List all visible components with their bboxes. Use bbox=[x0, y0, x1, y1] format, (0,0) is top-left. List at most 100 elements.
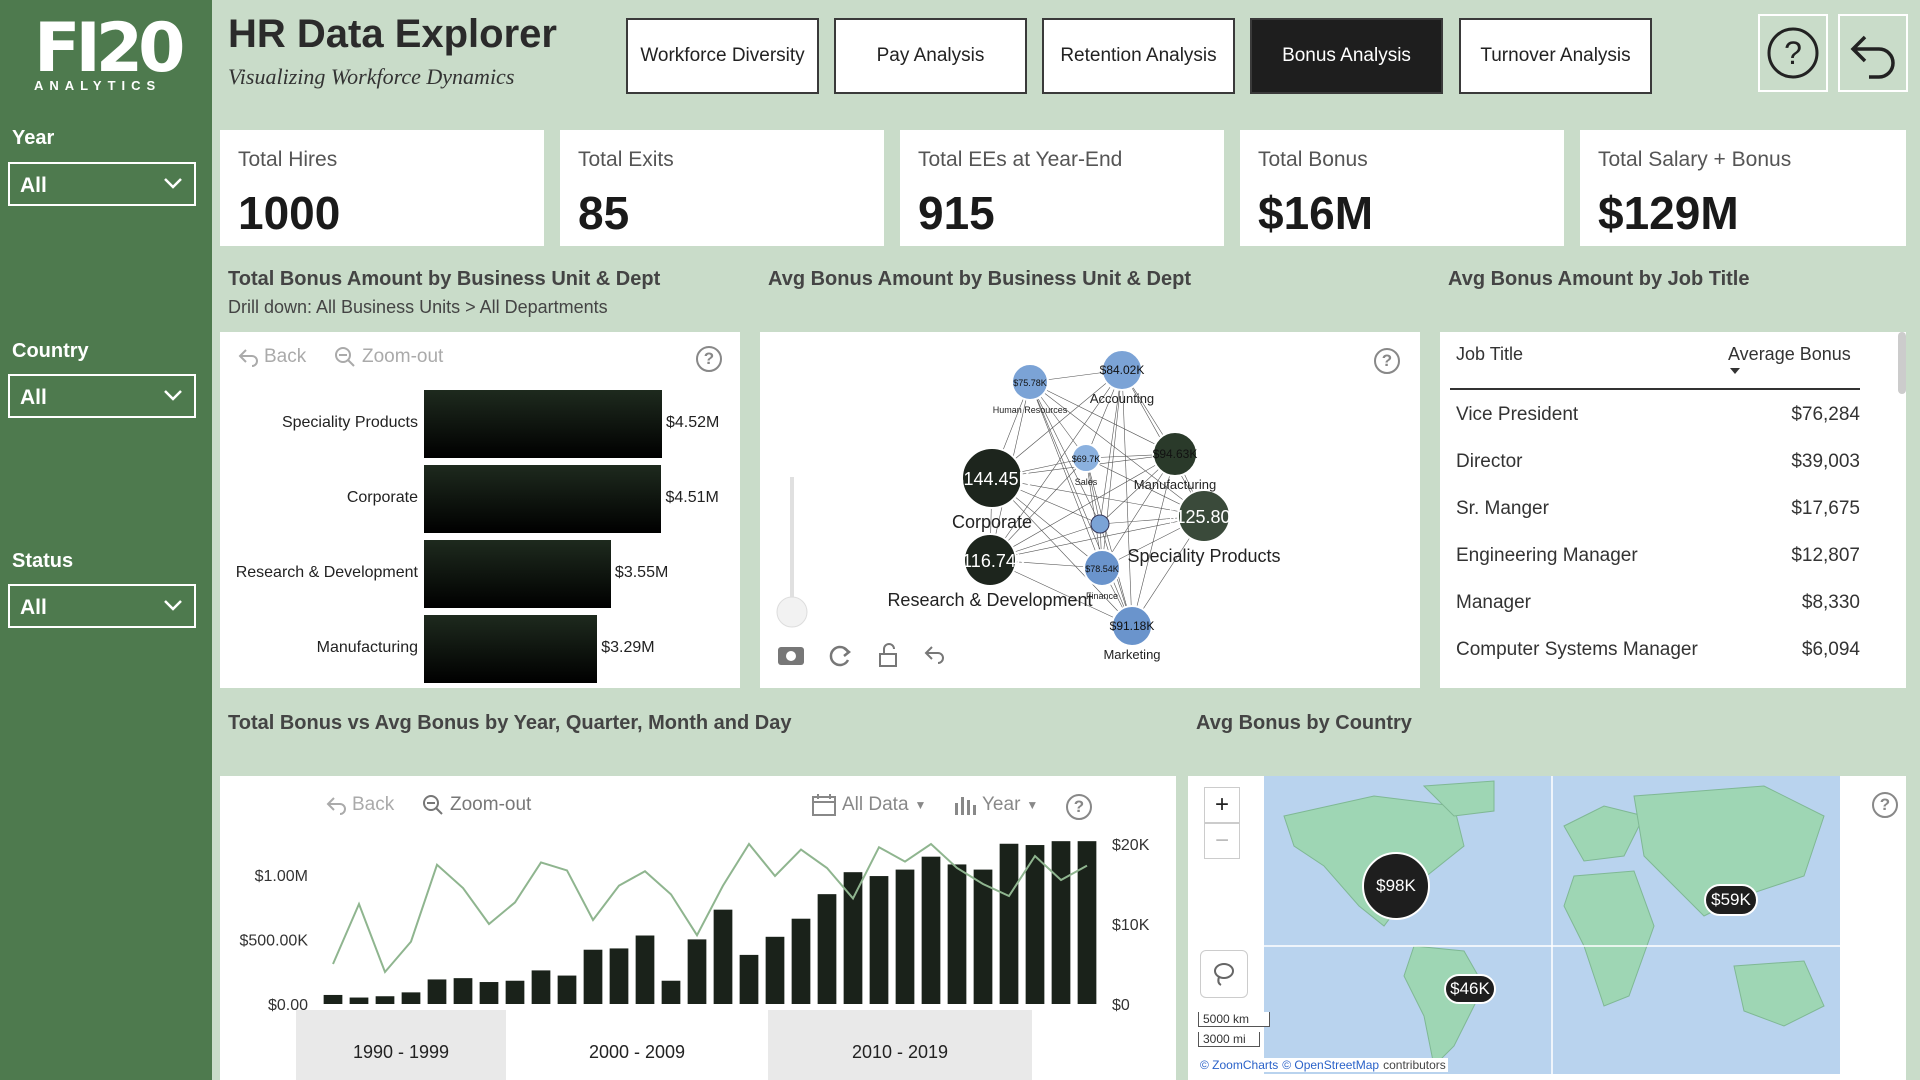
bar-mark[interactable] bbox=[424, 390, 662, 458]
combo-bar[interactable] bbox=[921, 856, 941, 1004]
help-button[interactable]: ? bbox=[1758, 14, 1828, 92]
tab-bonus-analysis[interactable]: Bonus Analysis bbox=[1250, 18, 1443, 94]
bar-help-icon[interactable]: ? bbox=[696, 346, 722, 372]
combo-bar[interactable] bbox=[505, 980, 525, 1004]
network-node[interactable] bbox=[961, 447, 1023, 509]
bonus-over-time-combo-chart[interactable]: 1990 - 1999 2000 - 2009 2010 - 2019 $0.00 $5… bbox=[220, 776, 1176, 1080]
network-node[interactable] bbox=[1101, 349, 1143, 391]
kpi-total-ees: Total EEs at Year-End 915 bbox=[900, 130, 1224, 246]
combo-bar[interactable] bbox=[635, 935, 655, 1004]
table-scrollbar[interactable] bbox=[1898, 332, 1906, 394]
camera-icon[interactable] bbox=[778, 647, 804, 665]
combo-bar[interactable] bbox=[817, 894, 837, 1004]
combo-bar[interactable] bbox=[999, 843, 1019, 1004]
country-filter-label: Country bbox=[12, 340, 89, 362]
combo-bar[interactable] bbox=[713, 909, 733, 1004]
tab-pay-analysis[interactable]: Pay Analysis bbox=[834, 18, 1027, 94]
combo-back-label: Back bbox=[352, 794, 395, 815]
map-bubble-asia[interactable]: $59K bbox=[1704, 884, 1758, 916]
zoom-slider-handle[interactable] bbox=[776, 596, 808, 628]
combo-zoom-out-button[interactable]: Zoom-out bbox=[422, 794, 531, 816]
back-button[interactable] bbox=[1838, 14, 1908, 92]
decade-band[interactable] bbox=[506, 1010, 768, 1080]
network-node[interactable] bbox=[963, 533, 1017, 587]
lasso-select-button[interactable] bbox=[1200, 950, 1248, 998]
undo-icon[interactable] bbox=[924, 646, 944, 664]
unlock-icon[interactable] bbox=[879, 643, 897, 667]
refresh-icon[interactable] bbox=[829, 645, 852, 667]
world-map[interactable]: $98K $59K $46K bbox=[1264, 776, 1840, 1074]
bar-back-button[interactable]: Back bbox=[238, 346, 306, 368]
bar-mark[interactable] bbox=[424, 615, 598, 683]
map-help-icon[interactable]: ? bbox=[1872, 792, 1898, 818]
combo-bar[interactable] bbox=[765, 936, 785, 1004]
combo-bar[interactable] bbox=[687, 939, 707, 1004]
network-node-value: $94.63K bbox=[1153, 447, 1198, 461]
map-bubble-south-america[interactable]: $46K bbox=[1444, 974, 1496, 1004]
bar-zoom-out-button[interactable]: Zoom-out bbox=[334, 346, 443, 368]
year-filter-select[interactable]: All bbox=[8, 162, 196, 206]
combo-bar[interactable] bbox=[479, 982, 499, 1004]
combo-bar[interactable] bbox=[843, 872, 863, 1004]
decade-band[interactable] bbox=[768, 1010, 1032, 1080]
combo-bar[interactable] bbox=[609, 948, 629, 1004]
combo-bar[interactable] bbox=[557, 975, 577, 1004]
bar-mark[interactable] bbox=[424, 465, 662, 533]
table-row[interactable]: Sr. Manger $17,675 bbox=[1450, 490, 1860, 530]
network-node[interactable] bbox=[1083, 549, 1121, 587]
all-data-dropdown[interactable]: All Data ▼ bbox=[812, 794, 926, 816]
tab-turnover-analysis[interactable]: Turnover Analysis bbox=[1459, 18, 1652, 94]
network-help-icon[interactable]: ? bbox=[1374, 348, 1400, 374]
combo-bar[interactable] bbox=[453, 978, 473, 1004]
combo-bar[interactable] bbox=[401, 992, 421, 1004]
bar-zoom-out-label: Zoom-out bbox=[362, 346, 444, 367]
combo-bar[interactable] bbox=[1051, 841, 1071, 1004]
table-row[interactable]: Vice President $76,284 bbox=[1450, 396, 1860, 436]
combo-help-icon[interactable]: ? bbox=[1066, 794, 1092, 820]
table-row[interactable]: Director $39,003 bbox=[1450, 443, 1860, 483]
combo-bar[interactable] bbox=[895, 869, 915, 1004]
col-header-job-title[interactable]: Job Title bbox=[1456, 344, 1524, 364]
network-node[interactable] bbox=[1177, 489, 1231, 543]
combo-bar[interactable] bbox=[661, 980, 681, 1004]
combo-bar[interactable] bbox=[1025, 845, 1045, 1004]
average-bonus-cell: $39,003 bbox=[1791, 451, 1860, 472]
zoomcharts-link[interactable]: © ZoomCharts bbox=[1200, 1058, 1279, 1072]
map-zoom-in-button[interactable]: + bbox=[1204, 787, 1240, 823]
tab-workforce-diversity[interactable]: Workforce Diversity bbox=[626, 18, 819, 94]
decade-band[interactable] bbox=[296, 1010, 506, 1080]
network-chart[interactable]: $144.45K Corporate $125.80K Speciality Prod… bbox=[760, 332, 1420, 688]
country-filter-value: All bbox=[20, 386, 47, 409]
year-granularity-dropdown[interactable]: Year ▼ bbox=[954, 794, 1038, 816]
combo-bar[interactable] bbox=[323, 994, 343, 1004]
combo-back-button[interactable]: Back bbox=[326, 794, 394, 816]
network-node[interactable] bbox=[1071, 443, 1101, 473]
combo-bar[interactable] bbox=[947, 864, 967, 1004]
combo-bar[interactable] bbox=[427, 979, 447, 1004]
map-zoom-out-button[interactable]: − bbox=[1204, 823, 1240, 859]
table-row[interactable]: Computer Systems Manager $6,094 bbox=[1450, 631, 1860, 671]
map-bubble-usa[interactable]: $98K bbox=[1362, 852, 1430, 920]
avg-bonus-line[interactable] bbox=[332, 842, 1088, 974]
network-node[interactable] bbox=[1011, 363, 1049, 401]
combo-bar[interactable] bbox=[869, 876, 889, 1004]
osm-link[interactable]: © OpenStreetMap bbox=[1282, 1058, 1380, 1072]
bar-mark[interactable] bbox=[424, 540, 611, 608]
combo-bar[interactable] bbox=[791, 918, 811, 1004]
network-node[interactable] bbox=[1152, 431, 1198, 477]
combo-bar[interactable] bbox=[739, 954, 759, 1004]
combo-bar[interactable] bbox=[973, 869, 993, 1004]
combo-bar[interactable] bbox=[1077, 841, 1097, 1004]
combo-bar[interactable] bbox=[349, 997, 369, 1004]
country-filter-select[interactable]: All bbox=[8, 374, 196, 418]
network-node[interactable] bbox=[1111, 605, 1153, 647]
combo-bar[interactable] bbox=[375, 996, 395, 1004]
table-row[interactable]: Manager $8,330 bbox=[1450, 584, 1860, 624]
tab-retention-analysis[interactable]: Retention Analysis bbox=[1042, 18, 1235, 94]
network-hub-node[interactable] bbox=[1090, 514, 1110, 534]
table-row[interactable]: Engineering Manager $12,807 bbox=[1450, 537, 1860, 577]
col-header-average-bonus[interactable]: Average Bonus bbox=[1728, 344, 1851, 364]
status-filter-select[interactable]: All bbox=[8, 584, 196, 628]
combo-bar[interactable] bbox=[531, 970, 551, 1004]
combo-bar[interactable] bbox=[583, 949, 603, 1004]
